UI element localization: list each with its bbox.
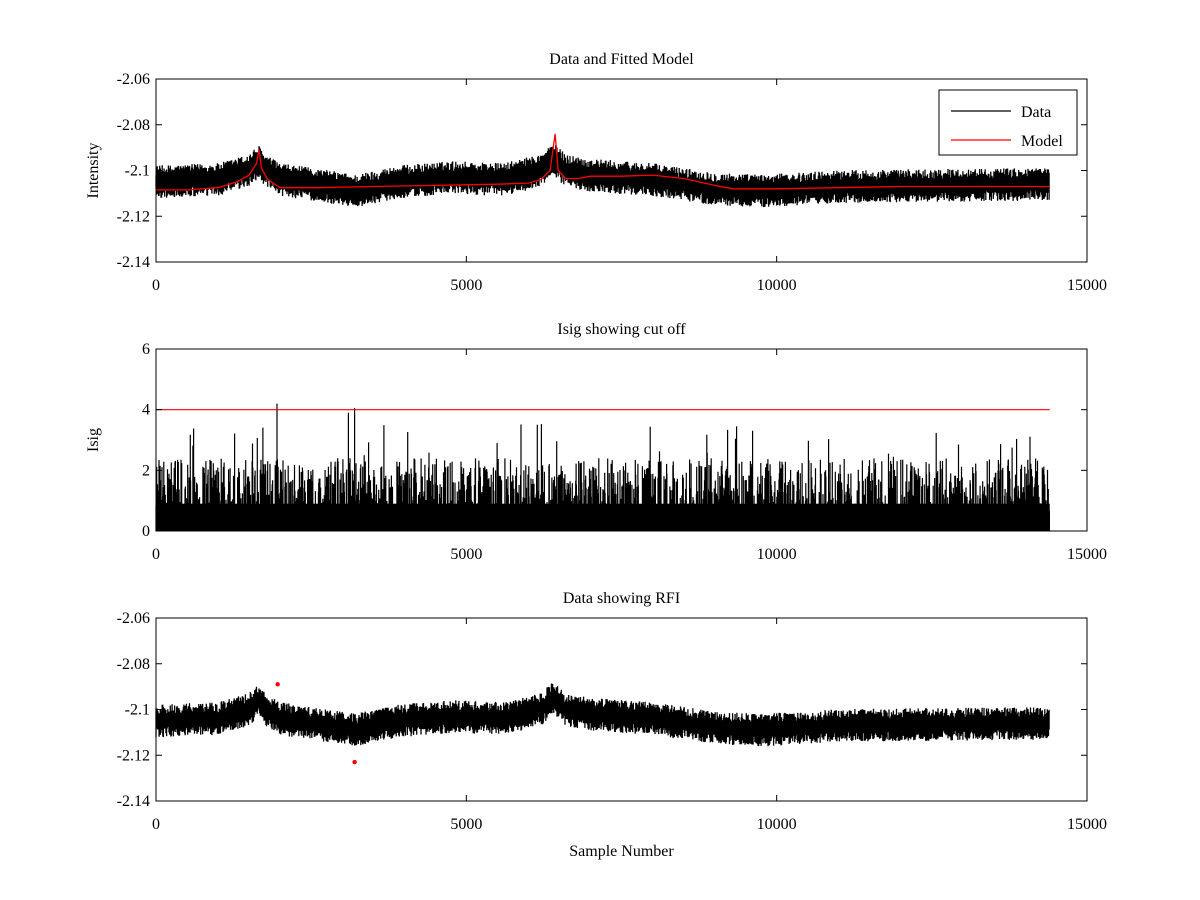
y-axis-title: Intensity: [85, 143, 102, 199]
y-tick-label: -2.12: [117, 208, 150, 225]
chart-title: Data and Fitted Model: [549, 51, 694, 68]
x-axis-title: Sample Number: [569, 843, 674, 860]
subplot-1: 0 5000 10000 15000 -2.14 -2.12 -2.1 -2.08 -2.06 D…: [85, 51, 1107, 294]
legend-label-model: Model: [1021, 133, 1063, 150]
chart-title: Data showing RFI: [563, 590, 680, 607]
axes-frame: [155, 78, 1088, 263]
chart-title: Isig showing cut off: [557, 321, 686, 338]
series-model: [156, 133, 1050, 191]
y-tick-label: 6: [142, 341, 150, 358]
x-tick-label: 15000: [1067, 277, 1107, 294]
y-tick-label: -2.12: [117, 747, 150, 764]
x-tick-label: 0: [152, 277, 160, 294]
axes-frame: [155, 348, 1088, 532]
x-tick-label: 0: [152, 546, 160, 563]
x-tick-label: 10000: [757, 277, 797, 294]
x-tick-label: 5000: [450, 546, 482, 563]
x-tick-label: 15000: [1067, 816, 1107, 833]
legend-box: [938, 89, 1078, 156]
y-tick-label: -2.1: [125, 163, 150, 180]
legend: Data Model: [938, 89, 1078, 156]
axes-frame: [155, 617, 1088, 802]
x-tick-label: 10000: [757, 546, 797, 563]
rfi-point: [352, 759, 357, 765]
y-tick-label: 0: [142, 523, 150, 540]
y-tick-label: 4: [142, 402, 150, 419]
y-tick-label: -2.06: [117, 71, 150, 88]
x-tick-label: 10000: [757, 816, 797, 833]
y-tick-label: -2.14: [117, 254, 150, 271]
series-isig-band: [156, 503, 1050, 531]
charts: 0 5000 10000 15000-2.14-2.12-2.1-2.08-2.06D…: [85, 51, 1107, 860]
subplot-3: 0 5000 10000 15000 -2.14 -2.12 -2.1 -2.08 -2.06 D…: [117, 590, 1107, 860]
y-tick-label: -2.08: [117, 117, 150, 134]
y-tick-label: -2.06: [117, 610, 150, 627]
y-axis-title: Isig: [85, 428, 102, 452]
y-tick-label: -2.1: [125, 702, 150, 719]
x-tick-label: 5000: [450, 277, 482, 294]
y-tick-label: -2.08: [117, 656, 150, 673]
y-tick-label: 2: [142, 462, 150, 479]
x-tick-label: 0: [152, 816, 160, 833]
y-tick-label: -2.14: [117, 793, 150, 810]
x-tick-label: 5000: [450, 816, 482, 833]
subplot-2: 0 5000 10000 15000 0 2 4 6 Isig showing cut off I…: [85, 321, 1107, 563]
rfi-point: [275, 682, 280, 687]
legend-label-data: Data: [1021, 104, 1051, 121]
x-tick-label: 15000: [1067, 546, 1107, 563]
